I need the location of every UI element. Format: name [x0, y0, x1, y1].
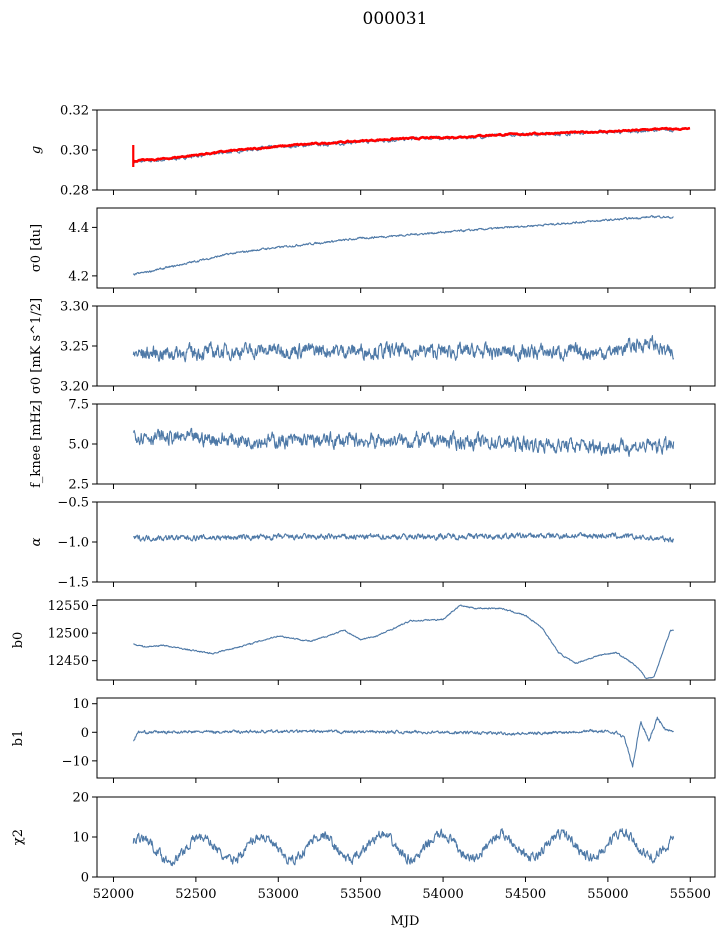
panel-4-ytick-label: 5.0 [68, 438, 89, 453]
panel-8-ytick-label: 0 [81, 871, 89, 886]
panel-1-fit-line [132, 126, 691, 163]
panel-8-series-line [132, 828, 675, 867]
panel-3-series-line [132, 335, 675, 363]
panel-5-ylabel: α [29, 537, 44, 546]
panel-8-ylabel: χ2 [11, 829, 26, 845]
panel-2-frame [96, 207, 716, 289]
panel-8-ytick-label: 20 [72, 791, 89, 806]
panels: 0.28 0.30 0.32 g 4.2 4.4 σ0 [du] 3.20 3.25 3.30 σ0… [11, 104, 716, 902]
panel-1-ytick-label: 0.28 [60, 184, 89, 199]
x-tick-label: 53000 [258, 887, 299, 902]
panel-6-ylabel: b0 [11, 632, 26, 649]
panel-6: 12450 12500 12550 b0 [11, 599, 716, 685]
panel-3-ytick-label: 3.20 [60, 380, 89, 395]
panel-5-frame [96, 501, 716, 583]
panel-7-ytick-label: 10 [72, 697, 89, 712]
x-tick-label: 54500 [505, 887, 546, 902]
panel-8-frame [96, 796, 716, 878]
panel-8: 0 10 20 52000 52500 53000 53500 54000 54500 55000… [11, 791, 716, 902]
panel-3-ytick-label: 3.30 [60, 300, 89, 315]
panel-2-ytick-label: 4.4 [68, 221, 89, 236]
panel-2: 4.2 4.4 σ0 [du] [29, 207, 716, 293]
panel-7-frame [96, 697, 716, 779]
panel-6-ytick-label: 12550 [48, 599, 89, 614]
panel-1-ylabel: g [29, 146, 44, 154]
figure-title: 000031 [363, 9, 428, 29]
panel-3-ylabel: σ0 [mK s^1/2] [29, 298, 44, 394]
panel-6-frame [96, 599, 716, 681]
panel-8-ytick-label: 10 [72, 831, 89, 846]
x-tick-label: 53500 [340, 887, 381, 902]
x-tick-label: 54000 [422, 887, 463, 902]
panel-7-ylabel: b1 [11, 730, 26, 747]
panel-6-ytick-label: 12500 [48, 627, 89, 642]
panel-1: 0.28 0.30 0.32 g [29, 104, 716, 199]
panel-6-ytick-label: 12450 [48, 654, 89, 669]
panel-5-ytick-label: −0.5 [57, 496, 89, 511]
panel-5: −1.5 −1.0 −0.5 α [29, 496, 716, 591]
panel-5-ytick-label: −1.5 [57, 576, 89, 591]
x-axis-label: MJD [391, 914, 420, 929]
panel-7: −10 0 10 b1 [11, 697, 716, 783]
panel-2-series-line [132, 214, 674, 276]
panel-4: 2.5 5.0 7.5 f_knee [mHz] [29, 398, 716, 493]
x-tick-label: 55500 [670, 887, 711, 902]
panel-2-ytick-label: 4.2 [68, 269, 89, 284]
panel-1-frame [96, 109, 716, 191]
x-tick-label: 55000 [587, 887, 628, 902]
panel-4-ytick-label: 2.5 [68, 478, 89, 493]
panel-2-ylabel: σ0 [du] [29, 224, 44, 272]
panel-5-ytick-label: −1.0 [57, 536, 89, 551]
panel-4-ytick-label: 7.5 [68, 398, 89, 413]
panel-4-series-line [132, 427, 675, 457]
panel-4-ylabel: f_knee [mHz] [29, 400, 44, 488]
panel-6-series-line [133, 604, 674, 680]
panel-7-series-line [133, 716, 674, 768]
x-tick-label: 52000 [93, 887, 134, 902]
panel-3: 3.20 3.25 3.30 σ0 [mK s^1/2] [29, 298, 716, 395]
panel-1-ytick-label: 0.32 [60, 104, 89, 119]
x-tick-label: 52500 [175, 887, 216, 902]
panel-1-ytick-label: 0.30 [60, 144, 89, 159]
panel-7-ytick-label: −10 [62, 754, 89, 769]
panel-7-ytick-label: 0 [81, 726, 89, 741]
panel-3-ytick-label: 3.25 [60, 340, 89, 355]
panel-5-series-line [132, 531, 675, 543]
